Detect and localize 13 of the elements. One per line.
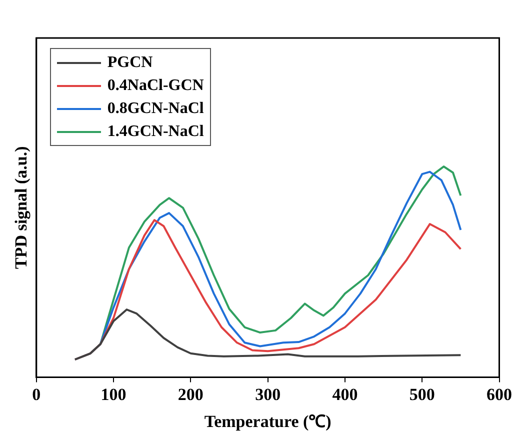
x-tick-label: 300 [255,384,281,404]
legend-label: 0.4NaCl-GCN [107,76,204,96]
x-tick-label: 100 [100,384,126,404]
x-tick-label: 400 [332,384,358,404]
legend-label: 0.8GCN-NaCl [107,99,204,119]
legend-label: PGCN [107,53,153,73]
legend-label: 1.4GCN-NaCl [107,122,204,142]
x-tick-label: 200 [178,384,204,404]
x-axis-title: Temperature (℃) [204,412,332,432]
y-axis-title: TPD signal (a.u.) [12,146,31,269]
x-tick-label: 600 [486,384,512,404]
x-tick-label: 500 [409,384,435,404]
x-tick-label: 0 [32,384,41,404]
